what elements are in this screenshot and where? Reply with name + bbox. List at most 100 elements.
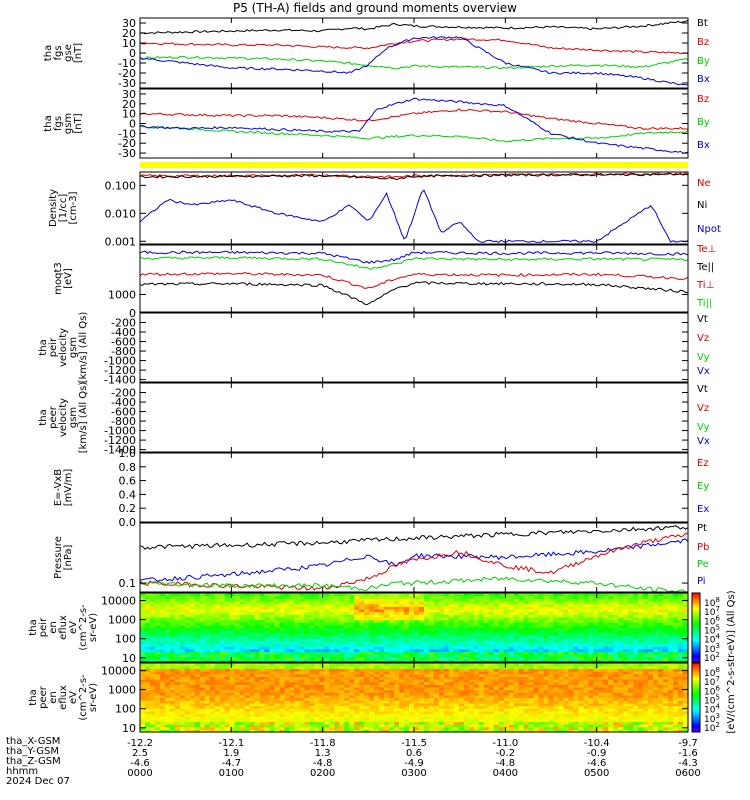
y-tick-label: -600	[111, 406, 136, 419]
ephemeris-value-thaxgsm: -12.1	[218, 738, 244, 749]
y-axis-label-line: en	[48, 691, 59, 704]
ephemeris-value-thaygsm: -0.9	[587, 748, 607, 759]
page-title: P5 (TH-A) fields and ground moments over…	[233, 1, 517, 15]
y-axis-label-line: eV	[68, 621, 79, 634]
y-tick-label: 0.4	[119, 488, 137, 501]
legend-ey: Ey	[697, 481, 709, 492]
series-line-te-3	[139, 281, 689, 306]
y-axis-label-line: peer	[48, 405, 59, 429]
y-axis-label-line: Density	[48, 189, 59, 227]
y-tick-label: 10000	[101, 595, 136, 608]
series-line-ti-3	[139, 271, 689, 289]
y-tick-label: 100	[115, 703, 136, 716]
series-line-ti-3	[139, 256, 689, 270]
y-tick-label: -10	[118, 57, 136, 70]
legend-by: By	[697, 117, 710, 128]
panel-2: 0.100 0.010 0.001 Density [1/cc] [cm-3] Ne Ni Np…	[48, 171, 721, 248]
legend-vz: Vz	[697, 333, 709, 344]
y-axis-label-line: [cm-3]	[68, 191, 79, 224]
legend-vt: Vt	[697, 314, 708, 325]
ephemeris-value-thaygsm: 2.5	[132, 748, 148, 759]
y-axis-label-9: tha peer en eflux eV (cm^2-s-sr-eV)	[28, 674, 99, 721]
ephemeris-value-thaygsm: -0.2	[496, 748, 516, 759]
ephemeris-value-hhmm: 0200	[310, 768, 335, 779]
legend-vz: Vz	[697, 403, 709, 414]
legend-bz: Bz	[697, 94, 709, 105]
y-axis-label-line: peir	[38, 617, 49, 637]
y-axis-label-1: tha fgs gsm [nT]	[43, 113, 84, 134]
eph-row-0-name: tha_X-GSM	[6, 736, 61, 747]
ephemeris-value-thaygsm: 1.3	[315, 748, 331, 759]
colorbar-label: [eV/(cm^2-s-str-eV)] (All Qs)	[726, 590, 737, 733]
ephemeris-value-hhmm: 0400	[493, 768, 518, 779]
y-axis-label-line: gsm	[68, 407, 79, 428]
y-tick-label: 10	[122, 652, 136, 665]
y-axis-label-0: tha fgs gse [nT]	[43, 43, 84, 63]
y-tick-label: 0.0	[119, 516, 137, 529]
ephemeris-value-thaygsm: 0.6	[406, 748, 422, 759]
y-tick-label: 0.010	[105, 207, 137, 220]
eph-row-3-name: hhmm	[6, 766, 39, 777]
y-tick-label: 10	[122, 722, 136, 735]
panel-frame-5	[139, 382, 689, 453]
y-axis-label-line: [nPa]	[63, 544, 74, 570]
y-tick-label: 1000	[108, 614, 136, 627]
y-tick-label: -30	[118, 77, 136, 90]
y-axis-label-line: tha	[43, 115, 54, 131]
y-axis-label-line: [nT]	[73, 43, 84, 63]
y-axis-label-line: [km/s] (All Qs)	[78, 312, 89, 384]
y-tick-label: 30	[122, 88, 136, 101]
y-tick-label: -1200	[104, 364, 136, 377]
series-line-pb-7	[139, 533, 688, 591]
ephemeris-value-thazgsm: -4.8	[313, 758, 333, 769]
y-tick-label: -200	[111, 387, 136, 400]
y-tick-label: 0	[129, 47, 136, 60]
ephemeris-value-thazgsm: -4.7	[222, 758, 242, 769]
series-line-npot-2	[139, 189, 689, 243]
y-tick-label: -600	[111, 336, 136, 349]
y-axis-label-line: eflux	[58, 615, 69, 640]
y-axis-label-line: gse	[63, 44, 74, 62]
panel-6: 1.00.80.60.40.20.0 E=-VxB [mV/m] Ez Ey Ex	[53, 447, 709, 529]
legend-bz: Bz	[697, 37, 709, 48]
legend-bt: Bt	[697, 18, 708, 29]
panel-frame-7	[139, 522, 689, 593]
y-axis-label-line: (cm^2-s-	[78, 674, 89, 721]
legend-ni: Ni	[697, 200, 707, 211]
y-axis-label-line: fgs	[53, 45, 64, 60]
y-tick-label: -200	[111, 317, 136, 330]
legend-vt: Vt	[697, 384, 708, 395]
panel-5: -200-400-600-800-1000-1200-1400 tha peer ve…	[38, 382, 710, 457]
y-tick-label: -800	[111, 345, 136, 358]
legend-by: By	[697, 56, 710, 67]
y-tick-label: -400	[111, 326, 136, 339]
y-tick-label: 1.0	[119, 447, 137, 460]
ephemeris-value-thaxgsm: -10.4	[584, 738, 610, 749]
panel-3: 1000 moqt3 [eV] Te⊥ Te|| Ti⊥ Ti||	[53, 244, 716, 313]
eph-date: 2024 Dec 07	[6, 776, 70, 787]
y-axis-label-line: [mV/m]	[63, 469, 74, 507]
y-tick-label: 0.100	[105, 179, 137, 192]
y-axis-label-line: [eV]	[63, 268, 74, 289]
y-tick-label: -1200	[104, 434, 136, 447]
panel-4: 0-200-400-600-800-1000-1200-1400 tha peir v…	[38, 307, 710, 387]
y-axis-label-line: tha	[38, 339, 49, 355]
panel-9: 10000 1000 100 10 tha peer en eflux eV (cm^2-s-sr…	[28, 662, 689, 735]
legend-bx: Bx	[697, 140, 710, 151]
y-tick-label: -10	[118, 127, 136, 140]
panel-frame-3	[139, 244, 689, 313]
y-tick-label: 0	[129, 118, 136, 131]
y-axis-label-line: tha	[38, 409, 49, 425]
legend-vx: Vx	[697, 366, 710, 377]
ephemeris-value-thazgsm: -4.9	[404, 758, 424, 769]
y-tick-label: 30	[122, 17, 136, 30]
legend-ti: Ti||	[696, 298, 712, 309]
y-tick-label: 20	[122, 27, 136, 40]
ephemeris-value-thazgsm: -4.6	[587, 758, 607, 769]
ephemeris-value-hhmm: 0600	[675, 768, 700, 779]
spectrogram-9	[140, 663, 689, 733]
spectrogram-8	[140, 593, 689, 663]
y-axis-label-line: tha	[43, 45, 54, 61]
